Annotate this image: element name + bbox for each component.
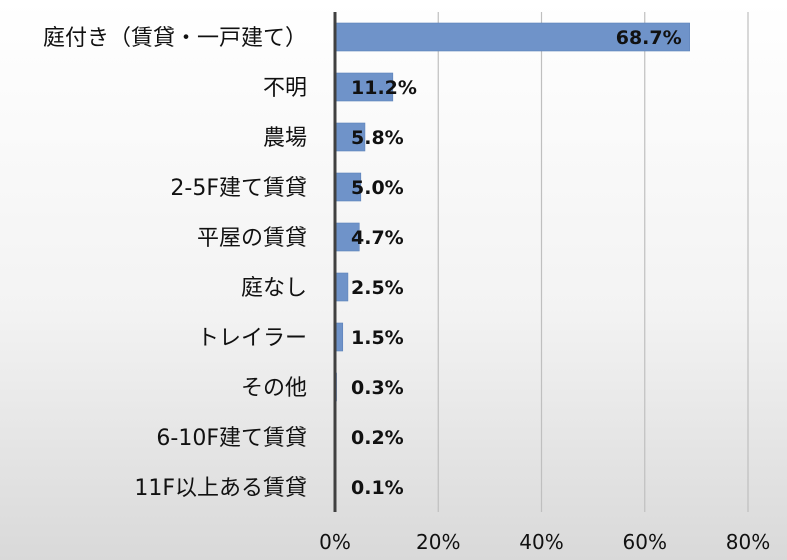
x-tick-label-4: 80%: [726, 530, 770, 554]
bar-0: [334, 22, 690, 52]
gridlines: [437, 12, 749, 512]
x-tick-label-0: 0%: [319, 530, 351, 554]
category-label-4: 平屋の賃貸: [197, 226, 307, 251]
category-label-5: 庭なし: [241, 276, 307, 301]
bar-1: [334, 72, 394, 102]
category-label-7: その他: [241, 376, 307, 401]
category-label-6: トレイラー: [197, 326, 307, 351]
bar-2: [334, 122, 366, 152]
category-label-2: 農場: [263, 126, 307, 151]
bar-5: [334, 272, 349, 302]
value-label-8: 0.2%: [351, 427, 404, 449]
value-label-0: 68.7%: [616, 27, 682, 49]
category-label-8: 6-10F建て賃貸: [156, 426, 307, 451]
value-label-3: 5.0%: [351, 177, 404, 199]
bars: [334, 22, 690, 502]
value-label-9: 0.1%: [351, 477, 404, 499]
value-label-1: 11.2%: [351, 77, 417, 99]
category-label-1: 不明: [263, 76, 307, 101]
category-label-0: 庭付き（賃貸・一戸建て）: [43, 26, 307, 51]
x-tick-label-1: 20%: [416, 530, 460, 554]
value-label-2: 5.8%: [351, 127, 404, 149]
value-label-7: 0.3%: [351, 377, 404, 399]
x-tick-label-3: 60%: [623, 530, 667, 554]
x-tick-labels: 0% 20% 40% 60% 80%: [319, 530, 770, 554]
category-label-3: 2-5F建て賃貸: [170, 176, 307, 201]
category-label-9: 11F以上ある賃貸: [134, 476, 307, 501]
value-labels: 68.7% 11.2% 5.8% 5.0% 4.7% 2.5% 1.5% 0.3% 0.2% 0.…: [351, 27, 682, 499]
value-label-6: 1.5%: [351, 327, 404, 349]
value-label-5: 2.5%: [351, 277, 404, 299]
value-label-4: 4.7%: [351, 227, 404, 249]
x-tick-label-2: 40%: [519, 530, 563, 554]
